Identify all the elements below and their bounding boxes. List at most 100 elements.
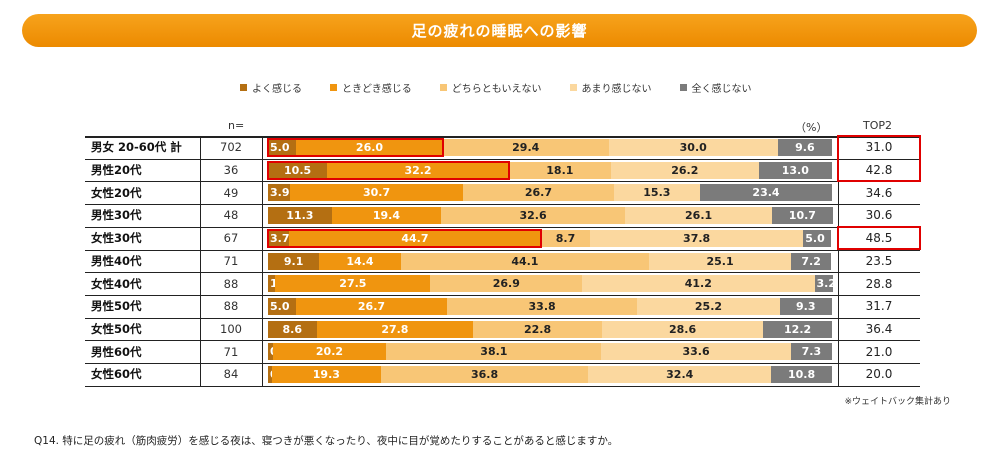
bar-segment: 25.2: [637, 297, 780, 315]
highlight-box: [267, 228, 542, 248]
row-label: 女性50代: [91, 321, 142, 336]
row-n: 84: [223, 367, 239, 382]
bar-segment: 5.0: [268, 297, 297, 315]
table-top-border: [85, 136, 920, 138]
data-label: 11.3: [286, 209, 314, 223]
bar-segment: 5.0: [803, 229, 832, 247]
bar-segment: 28.6: [601, 320, 764, 338]
legend-item: 全く感じない: [679, 80, 752, 95]
row-divider: [85, 204, 920, 206]
bar-segment: 9.6: [777, 139, 832, 156]
bar-segment: 33.6: [601, 343, 791, 361]
bar-segment: 1.3: [268, 275, 290, 293]
data-label: 38.1: [480, 345, 508, 359]
row-divider: [85, 249, 920, 251]
top2-value: 21.0: [865, 344, 893, 359]
data-label: 10.7: [788, 209, 816, 223]
bar-segment: 26.7: [296, 297, 447, 315]
row-label: 男性40代: [91, 253, 142, 268]
row-n: 49: [223, 185, 239, 200]
data-label: 27.5: [339, 277, 367, 291]
row-n: 48: [223, 208, 239, 223]
highlight-box: [267, 138, 444, 157]
data-label: 19.4: [372, 209, 400, 223]
data-label: 26.7: [524, 186, 552, 200]
row-label: 女性60代: [91, 367, 142, 382]
legend-swatch: [569, 84, 577, 91]
data-label: 32.4: [666, 368, 694, 381]
bar-segment: 32.2: [327, 161, 509, 179]
data-label: 18.1: [546, 163, 574, 177]
data-label: 37.8: [683, 231, 711, 245]
table-row: 女性60代840.719.336.832.410.820.0: [85, 363, 920, 386]
data-label: 32.2: [404, 163, 432, 177]
table-row: 女性50代 100 8.6 27.8 22.8 28.6 12.2 36.4: [85, 318, 920, 341]
bar-segment: 26.0: [296, 139, 443, 156]
bar-segment: 38.1: [386, 343, 602, 361]
bar-segment: 44.1: [400, 252, 650, 270]
bar-segment: 7.3: [790, 343, 832, 361]
data-label: 28.6: [668, 322, 697, 336]
row-divider: [85, 294, 920, 296]
legend-swatch: [330, 84, 337, 91]
legend-item: どちらともいえない: [439, 80, 542, 95]
table-row: 男女 20-60代 計 702 5.0 26.0 29.4 30.0 9.6 31.0: [85, 136, 920, 159]
legend: よく感じる ときどき感じる どちらともいえない あまり感じない 全く感じない: [240, 80, 752, 95]
data-label: 7.2: [801, 254, 821, 268]
bar-segment: 9.3: [779, 297, 832, 315]
data-label: 19.3: [312, 368, 340, 381]
bar-segment: 23.4: [700, 184, 832, 202]
data-label: 41.2: [684, 277, 712, 291]
data-label: 36.8: [471, 368, 499, 381]
top2-value: 30.6: [865, 208, 893, 223]
bar-segment: 25.1: [649, 252, 791, 270]
bar-segment: 30.7: [289, 184, 464, 202]
data-label: 13.0: [781, 163, 809, 177]
top2-highlight-box: [837, 225, 921, 251]
bar-segment: 20.2: [272, 343, 387, 361]
row-label: 男女 20-60代 計: [91, 140, 182, 155]
bar-segment: 41.2: [582, 275, 815, 293]
row-divider: [85, 226, 920, 228]
bar-segment: 11.3: [268, 207, 332, 225]
row-n: 88: [223, 276, 239, 291]
legend-label: どちらともいえない: [451, 84, 542, 95]
data-label: 10.5: [284, 163, 312, 177]
data-label: 9.1: [283, 254, 304, 268]
row-label: 男性30代: [91, 208, 142, 223]
title-text: 足の疲れの睡眠への影響: [411, 22, 588, 40]
data-label: 5.0: [270, 141, 290, 154]
data-label: 30.7: [362, 186, 391, 200]
data-label: 26.0: [355, 141, 384, 154]
top2-value: 20.0: [865, 367, 893, 382]
row-label: 男性50代: [91, 299, 142, 314]
bar-segment: 18.1: [508, 161, 611, 179]
table-row: 男性20代 36 10.5 32.2 18.1 26.2 13.0 42.8: [85, 159, 920, 182]
data-label: 26.1: [685, 209, 713, 223]
top2-value: 36.4: [865, 321, 893, 336]
row-n: 71: [223, 253, 239, 268]
bar-segment: 10.8: [771, 366, 832, 383]
data-label: 3.9: [270, 186, 290, 200]
data-label: 14.4: [346, 254, 374, 268]
row-divider: [85, 317, 920, 319]
row-n: 100: [220, 321, 242, 336]
footnote: ※ウェイトバック集計あり: [844, 397, 951, 407]
bar-segment: 27.8: [316, 320, 474, 338]
table-row: 女性30代 67 3.7 44.7 8.7 37.8 5.0 48.5: [85, 227, 920, 250]
bar-segment: 19.3: [271, 366, 381, 383]
row-divider: [85, 181, 920, 183]
legend-item: よく感じる: [240, 80, 302, 95]
data-label: 44.1: [511, 254, 539, 268]
legend-label: あまり感じない: [581, 84, 652, 95]
bar-segment: 5.0: [268, 139, 297, 156]
top2-highlight-box: [837, 135, 921, 183]
top2-value: 48.5: [865, 231, 893, 246]
row-label: 女性40代: [91, 276, 142, 291]
legend-item: ときどき感じる: [330, 80, 412, 95]
data-label: 3.2: [816, 277, 837, 291]
row-n: 71: [223, 344, 239, 359]
data-label: 25.1: [706, 254, 734, 268]
bar-segment: 36.8: [380, 366, 589, 383]
